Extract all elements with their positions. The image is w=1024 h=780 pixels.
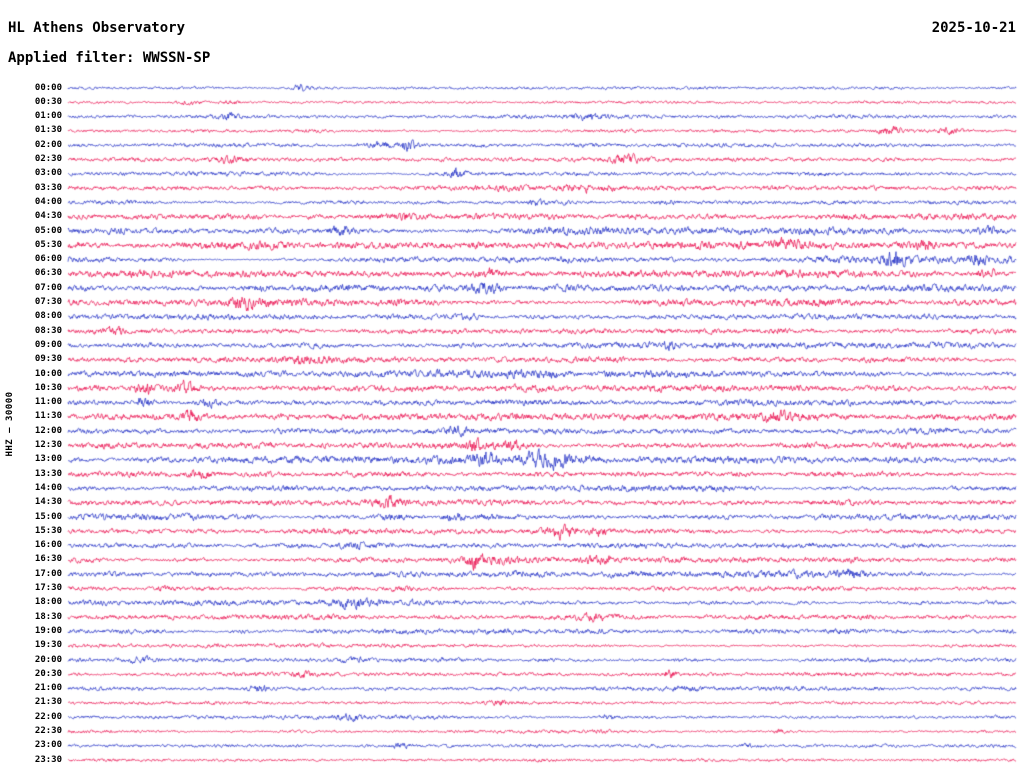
time-label: 01:30 (34, 125, 62, 136)
time-label: 05:00 (34, 225, 62, 236)
time-label: 23:00 (34, 740, 62, 751)
time-label: 02:30 (34, 154, 62, 164)
time-labels: 00:00 00:30 01:00 01:30 02:00 02:30 03:00 03:30… (0, 0, 62, 780)
time-label: 19:00 (34, 625, 62, 636)
time-label: 07:30 (34, 297, 62, 307)
time-label: 10:00 (34, 368, 62, 379)
time-label: 13:30 (34, 468, 62, 479)
time-label: 15:30 (34, 525, 62, 536)
time-label: 14:00 (34, 482, 62, 493)
time-label: 01:00 (34, 111, 62, 122)
time-label: 21:30 (34, 697, 62, 708)
time-label: 19:30 (34, 640, 62, 651)
time-label: 06:00 (34, 254, 62, 265)
time-label: 09:00 (34, 339, 62, 350)
time-label: 12:30 (34, 440, 62, 450)
time-label: 22:00 (34, 711, 62, 722)
time-label: 08:00 (34, 311, 62, 322)
time-label: 03:30 (34, 182, 62, 193)
time-label: 15:00 (34, 511, 62, 522)
time-label: 17:00 (34, 568, 62, 579)
time-label: 00:00 (34, 82, 62, 93)
time-label: 00:30 (34, 96, 62, 107)
time-label: 04:00 (34, 196, 62, 207)
time-label: 13:00 (34, 454, 62, 465)
time-label: 06:30 (34, 268, 62, 279)
time-label: 18:00 (34, 597, 62, 608)
time-label: 03:00 (34, 168, 62, 179)
time-label: 20:00 (34, 654, 62, 665)
time-label: 08:30 (34, 325, 62, 336)
time-label: 12:00 (34, 425, 62, 436)
time-label: 14:30 (34, 497, 62, 508)
time-label: 22:30 (34, 726, 62, 736)
time-label: 11:30 (34, 411, 62, 422)
time-label: 16:00 (34, 540, 62, 551)
time-label: 20:30 (34, 668, 62, 679)
time-label: 21:00 (34, 683, 62, 694)
time-label: 10:30 (34, 382, 62, 393)
time-label: 16:30 (34, 554, 62, 565)
time-label: 02:00 (34, 139, 62, 150)
time-label: 18:30 (34, 611, 62, 622)
time-label: 07:00 (34, 282, 62, 293)
time-label: 09:30 (34, 354, 62, 365)
time-label: 11:00 (34, 397, 62, 408)
time-label: 04:30 (34, 211, 62, 222)
time-label: 05:30 (34, 239, 62, 250)
time-label: 17:30 (34, 583, 62, 593)
time-label: 23:30 (34, 754, 62, 765)
